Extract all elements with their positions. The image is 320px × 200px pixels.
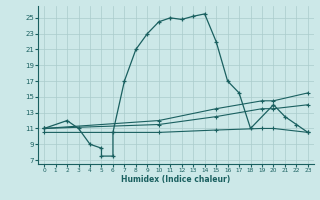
X-axis label: Humidex (Indice chaleur): Humidex (Indice chaleur)	[121, 175, 231, 184]
